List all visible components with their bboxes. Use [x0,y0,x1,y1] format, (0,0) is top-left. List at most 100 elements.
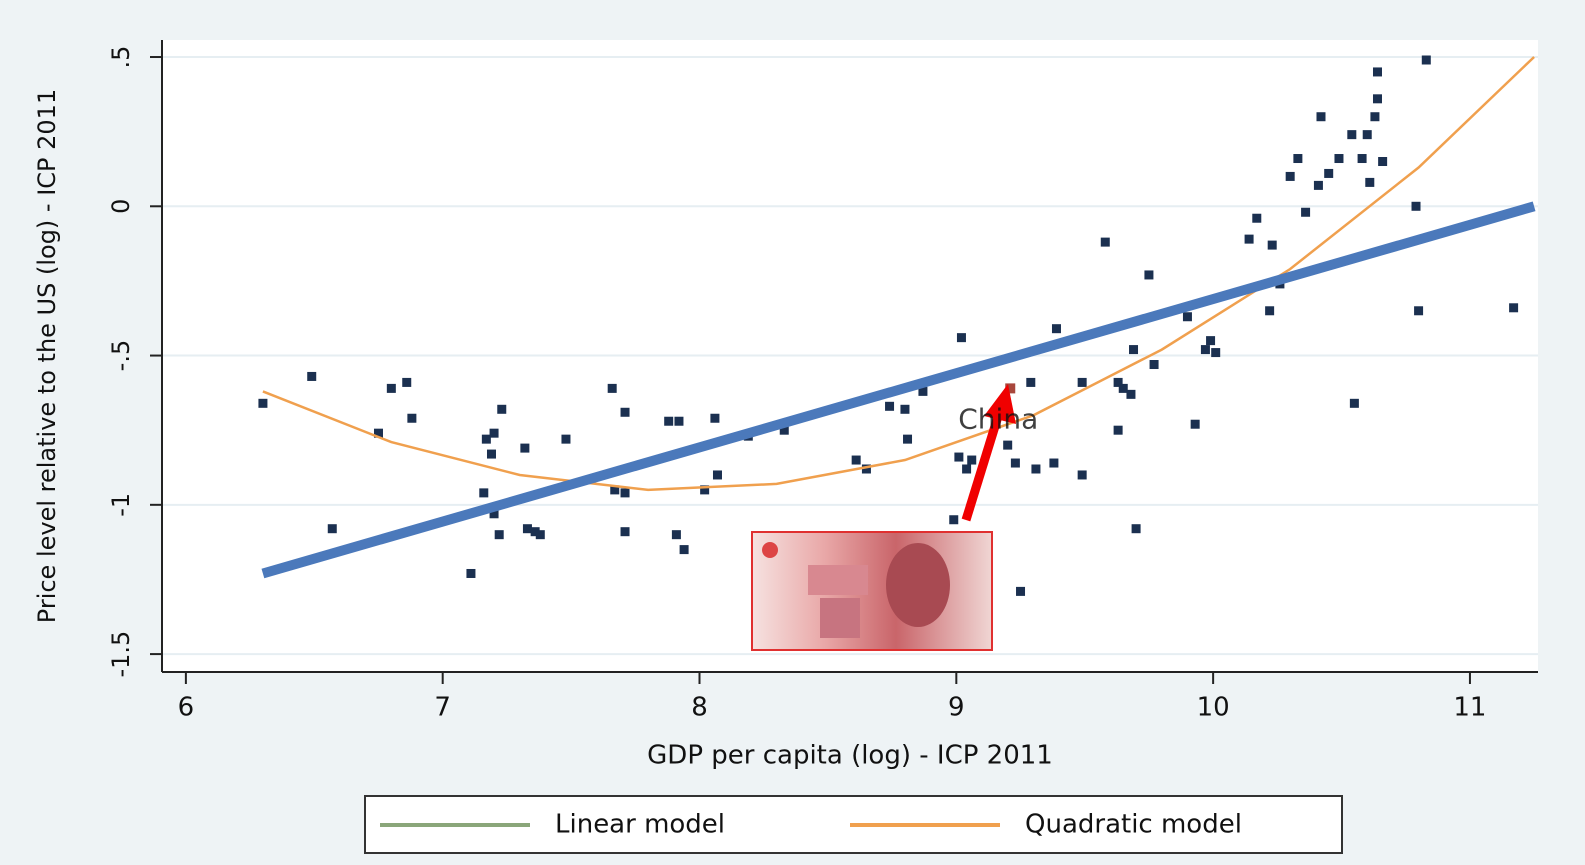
scatter-point [1049,458,1059,468]
scatter-point [1362,130,1372,140]
y-tick-label: 0 [107,199,135,214]
scatter-point [1365,177,1375,187]
scatter-point [1267,240,1277,250]
y-tick-label: -1 [107,493,135,517]
scatter-point [949,515,959,525]
scatter-point [620,488,630,498]
y-tick-label: .5 [107,46,135,69]
scatter-point [956,333,966,343]
scatter-point [489,509,499,519]
model-line [261,201,1536,579]
x-tick-label: 9 [948,693,965,723]
scatter-point [954,452,964,462]
scatter-point [1149,360,1159,370]
scatter-point [386,383,396,393]
scatter-point [1003,440,1013,450]
scatter-point [1370,112,1380,122]
scatter-point [1244,234,1254,244]
scatter-point [1131,524,1141,534]
scatter-point [1200,345,1210,355]
scatter-point [1113,377,1123,387]
scatter-point [1144,270,1154,280]
legend-label: Quadratic model [1025,810,1242,840]
scatter-point [1347,130,1357,140]
scatter-point [1252,213,1262,223]
highlight-point [1005,383,1016,394]
y-tick-label: -.5 [107,340,135,372]
annotation: China [958,402,1038,435]
scatter-point [1372,94,1382,104]
scatter-point [402,377,412,387]
scatter-point [1129,345,1139,355]
x-tick-label: 6 [178,693,195,723]
scatter-point [610,485,620,495]
scatter-point [1509,303,1519,313]
legend: Linear model Quadratic model [364,795,1343,854]
scatter-point [373,428,383,438]
scatter-point [494,530,504,540]
scatter-point [620,407,630,417]
scatter-point [664,416,674,426]
scatter-point [479,488,489,498]
scatter-point [1010,458,1020,468]
scatter-point [481,434,491,444]
model-line [262,56,1535,492]
scatter-point [779,425,789,435]
red-arrow [961,384,1016,522]
scatter-point [535,530,545,540]
scatter-point [1077,377,1087,387]
x-axis-label: GDP per capita (log) - ICP 2011 [647,741,1053,771]
scatter-point [607,383,617,393]
scatter-point [1357,154,1367,164]
scatter-point [522,524,532,534]
scatter-point [1031,464,1041,474]
scatter-point [1265,306,1275,316]
scatter-point [1334,154,1344,164]
scatter-point [712,470,722,480]
scatter-point [1293,154,1303,164]
scatter-point [497,404,507,414]
scatter-point [679,545,689,555]
scatter-point [967,455,977,465]
scatter-point [1414,306,1424,316]
scatter-point [1324,168,1334,178]
scatter-point [1349,398,1359,408]
scatter-point [620,527,630,537]
scatter-point [520,443,530,453]
x-tick-label: 10 [1197,693,1230,723]
scatter-point [407,413,417,423]
scatter-point [1190,419,1200,429]
scatter-point [1316,112,1326,122]
scatter-point [903,434,913,444]
scatter-point [1077,470,1087,480]
scatter-point [489,428,499,438]
scatter-point [1211,348,1221,358]
scatter-point [1372,67,1382,77]
scatter-point [861,464,871,474]
scatter-point [1313,180,1323,190]
scatter-point [486,449,496,459]
scatter-point [674,416,684,426]
y-axis-label: Price level relative to the US (log) - I… [33,89,61,623]
scatter-point [1206,336,1216,346]
x-tick-label: 8 [691,693,708,723]
marks [258,55,1536,596]
scatter-point [1118,383,1128,393]
scatter-point [1026,377,1036,387]
scatter-point [530,527,540,537]
y-tick-label: -1.5 [107,631,135,678]
scatter-point [1016,586,1026,596]
scatter-point [561,434,571,444]
scatter-point [1301,207,1311,217]
scatter-point [307,371,317,381]
scatter-point [918,386,928,396]
scatter-point [1126,389,1136,399]
scatter-point [710,413,720,423]
scatter-point [1285,171,1295,181]
scatter-point [1411,201,1421,211]
x-tick-label: 7 [434,693,451,723]
scatter-point [1100,237,1110,247]
scatter-point [671,530,681,540]
scatter-point [1051,324,1061,334]
